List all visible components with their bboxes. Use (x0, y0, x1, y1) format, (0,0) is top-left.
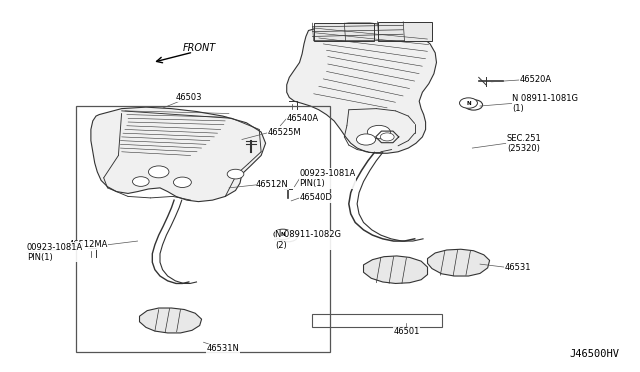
Polygon shape (364, 256, 428, 283)
Circle shape (356, 134, 376, 145)
Polygon shape (91, 107, 266, 202)
Text: 46540A: 46540A (287, 114, 319, 123)
Bar (76, 106, 330, 352)
Circle shape (274, 229, 292, 240)
Text: 00923-1081A
PIN(1): 00923-1081A PIN(1) (300, 169, 356, 188)
Text: J46500HV: J46500HV (570, 349, 620, 359)
Circle shape (132, 177, 149, 186)
Text: 46503: 46503 (175, 93, 202, 102)
Circle shape (227, 169, 244, 179)
Text: 46525M: 46525M (268, 128, 301, 137)
Circle shape (465, 100, 483, 110)
Text: 46531: 46531 (504, 263, 531, 272)
Circle shape (460, 98, 477, 108)
Text: 46531N: 46531N (206, 344, 239, 353)
Polygon shape (287, 23, 436, 153)
Text: N 08911-1081G
(1): N 08911-1081G (1) (512, 94, 578, 113)
Circle shape (173, 177, 191, 187)
Circle shape (148, 166, 169, 178)
Polygon shape (428, 249, 490, 276)
Text: FRONT: FRONT (182, 43, 216, 53)
Text: 46501: 46501 (393, 327, 420, 336)
Text: SEC.251
(25320): SEC.251 (25320) (507, 134, 541, 153)
Text: 46540D: 46540D (300, 193, 332, 202)
Text: N: N (280, 232, 285, 237)
Text: N: N (468, 102, 474, 108)
Text: N: N (466, 100, 471, 106)
Circle shape (380, 133, 394, 141)
Bar (314, 23, 374, 41)
Text: N 08911-1082G
(2): N 08911-1082G (2) (275, 230, 341, 250)
Text: 46512N: 46512N (256, 180, 289, 189)
Text: N: N (285, 234, 291, 239)
Circle shape (278, 231, 298, 242)
Text: 00923-1081A
PIN(1): 00923-1081A PIN(1) (27, 243, 83, 262)
Bar (378, 22, 432, 41)
Circle shape (367, 125, 390, 139)
Text: 46520A: 46520A (520, 76, 552, 84)
Bar (312, 314, 442, 327)
Text: 46512MA: 46512MA (68, 240, 108, 249)
Polygon shape (140, 308, 202, 333)
